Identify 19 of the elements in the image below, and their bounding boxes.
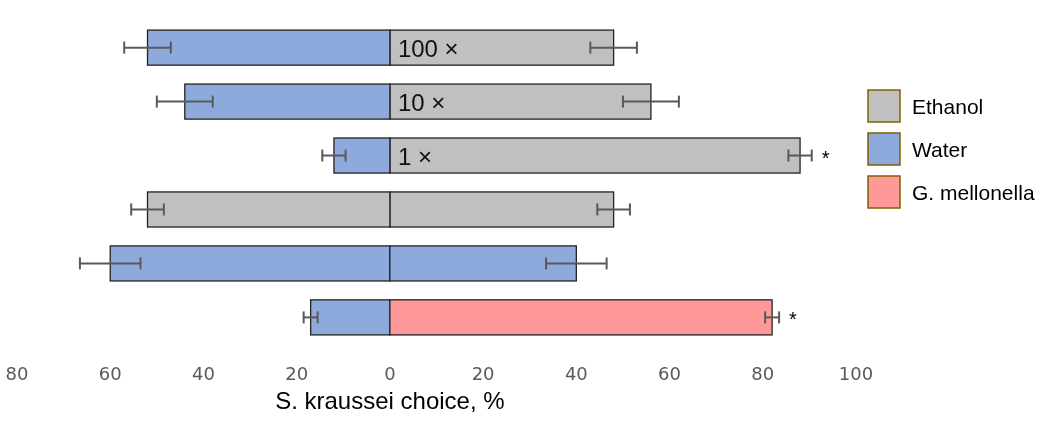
y-tick-label: 10 × [397, 88, 446, 116]
y-tick-label: 100 × [397, 34, 459, 62]
y-tick-label: 1 × [397, 142, 432, 170]
x-tick-label: 20 [285, 363, 309, 384]
x-tick-label: 0 [384, 363, 396, 384]
x-tick-label: 80 [5, 363, 29, 384]
x-tick-label: 40 [191, 363, 215, 384]
legend-label: G. mellonella [912, 181, 1035, 204]
x-tick-label: 100 [838, 363, 874, 384]
legend-label: Ethanol [912, 95, 984, 118]
x-tick-label: 40 [564, 363, 588, 384]
x-axis-title: S. kraussei choice, % [275, 387, 505, 414]
data-label: * [789, 308, 798, 331]
x-tick-label: 20 [471, 363, 495, 384]
x-tick-label: 60 [98, 363, 122, 384]
data-label: * [821, 146, 830, 169]
x-tick-label: 80 [751, 363, 775, 384]
x-tick-label: 60 [658, 363, 682, 384]
legend-label: Water [912, 138, 968, 161]
